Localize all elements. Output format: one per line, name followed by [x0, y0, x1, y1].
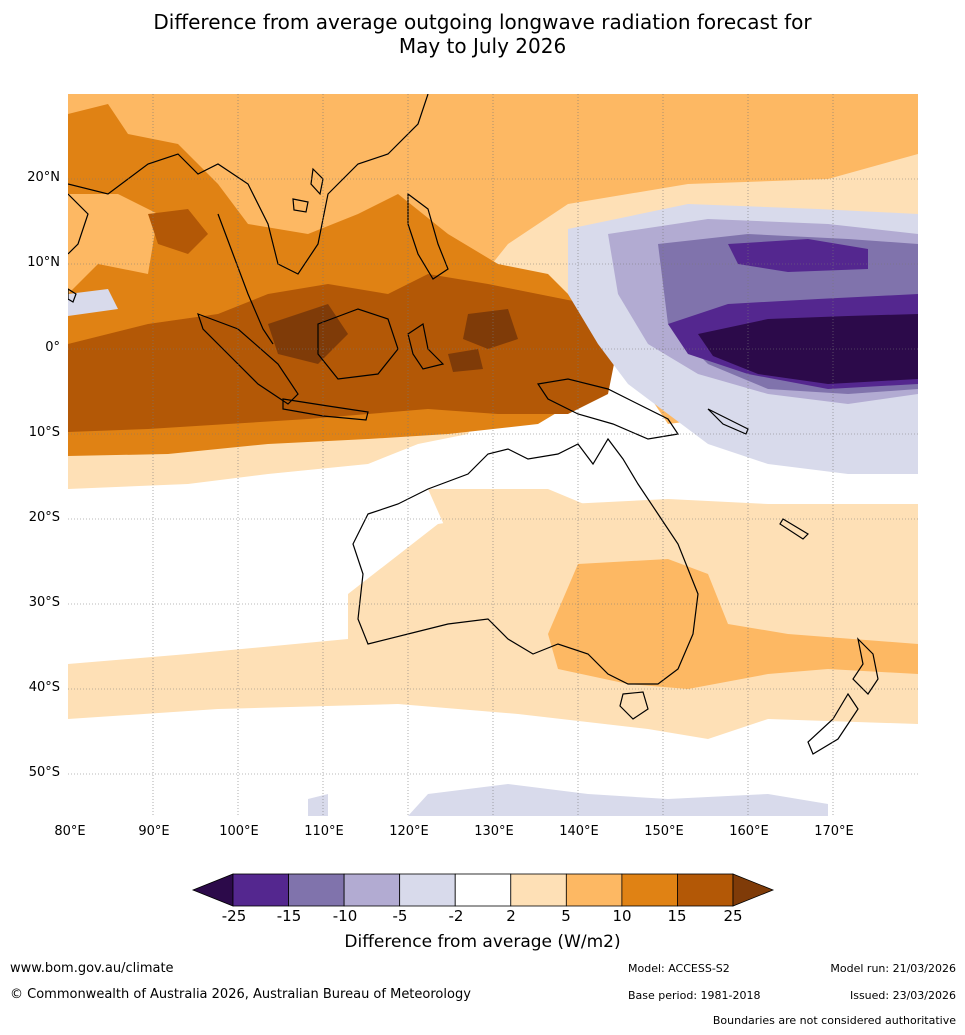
footer-copyright: © Commonwealth of Australia 2026, Austra… — [10, 987, 471, 1002]
footer-model: Model: ACCESS-S2 — [628, 962, 730, 975]
colorbar — [191, 873, 775, 907]
footer-issued: Issued: 23/03/2026 — [849, 989, 956, 1002]
lon-label-120E: 120°E — [389, 824, 429, 839]
colorbar-segments — [232, 873, 734, 907]
coast-sumatra — [197, 312, 299, 405]
lon-label-170E: 170°E — [814, 824, 854, 839]
footer-model-run: Model run: 21/03/2026 — [830, 962, 956, 975]
colorbar-tick-minus5: -5 — [392, 907, 408, 925]
coast-new-caledonia — [779, 518, 809, 540]
shade-above-25 — [268, 304, 518, 372]
lat-label-20N: 20°N — [27, 170, 60, 185]
footer-website: www.bom.gov.au/climate — [10, 961, 174, 976]
lat-label-50S: 50°S — [28, 765, 60, 780]
colorbar-extend-low — [191, 873, 234, 907]
colorbar-segment--15-to--10 — [288, 873, 345, 907]
coast-sulawesi — [407, 323, 445, 370]
lon-label-80E: 80°E — [54, 824, 86, 839]
lon-label-110E: 110°E — [304, 824, 344, 839]
forecast-map — [68, 94, 918, 816]
coast-hainan — [292, 198, 309, 213]
lon-label-150E: 150°E — [644, 824, 684, 839]
coast-new-zealand-north — [852, 637, 879, 695]
coast-tasmania — [619, 691, 649, 720]
lon-label-100E: 100°E — [219, 824, 259, 839]
colorbar-segment--25-to--15 — [232, 873, 289, 907]
footer-disclaimer: Boundaries are not considered authoritat… — [712, 1014, 956, 1027]
colorbar-segment-10-to-15 — [621, 873, 678, 907]
chart-title: Difference from average outgoing longwav… — [0, 10, 965, 58]
map-svg — [68, 94, 918, 816]
coast-philippines — [407, 192, 449, 280]
colorbar-title: Difference from average (W/m2) — [344, 932, 621, 952]
coast-india — [68, 193, 89, 255]
coastlines — [68, 94, 879, 755]
coast-sri-lanka — [68, 288, 77, 303]
lat-label-10S: 10°S — [28, 425, 60, 440]
shade-below-minus-25 — [698, 314, 918, 384]
title-line-1: Difference from average outgoing longwav… — [153, 10, 812, 34]
colorbar-segment--10-to--5 — [343, 873, 401, 907]
colorbar-tick-minus10: -10 — [332, 907, 358, 925]
colorbar-extend-high — [732, 873, 775, 907]
lon-label-160E: 160°E — [729, 824, 769, 839]
lat-label-10N: 10°N — [27, 255, 60, 270]
colorbar-tick-25: 25 — [723, 907, 743, 925]
colorbar-tick-minus2: -2 — [448, 907, 464, 925]
gridlines — [68, 94, 918, 816]
coast-malay-peninsula — [217, 213, 274, 345]
coast-new-guinea — [536, 378, 680, 440]
footer-base-period: Base period: 1981-2018 — [628, 989, 761, 1002]
lon-label-90E: 90°E — [138, 824, 170, 839]
lat-label-30S: 30°S — [28, 595, 60, 610]
coast-asia-mainland — [68, 94, 429, 275]
colorbar-segment-2-to-5 — [510, 873, 567, 907]
lat-label-20S: 20°S — [28, 510, 60, 525]
coast-java — [282, 398, 369, 421]
lat-label-40S: 40°S — [28, 680, 60, 695]
colorbar-segment-5-to-10 — [565, 873, 623, 907]
colorbar-segment--5-to--2 — [399, 873, 456, 907]
coast-australia — [352, 437, 699, 685]
lat-label-equator: 0° — [45, 340, 60, 355]
title-line-2: May to July 2026 — [398, 34, 567, 58]
colorbar-tick-minus15: -15 — [276, 907, 302, 925]
colorbar-tick-2: 2 — [506, 907, 516, 925]
colorbar-segment-15-to-25 — [677, 873, 734, 907]
colorbar-tick-15: 15 — [667, 907, 687, 925]
colorbar-segment--2-to-2 — [454, 873, 512, 907]
lon-label-140E: 140°E — [559, 824, 599, 839]
colorbar-tick-5: 5 — [561, 907, 571, 925]
coast-borneo — [317, 308, 399, 380]
colorbar-tick-minus25: -25 — [221, 907, 247, 925]
lon-label-130E: 130°E — [474, 824, 514, 839]
coast-solomon-islands — [707, 408, 749, 435]
colorbar-tick-10: 10 — [612, 907, 632, 925]
